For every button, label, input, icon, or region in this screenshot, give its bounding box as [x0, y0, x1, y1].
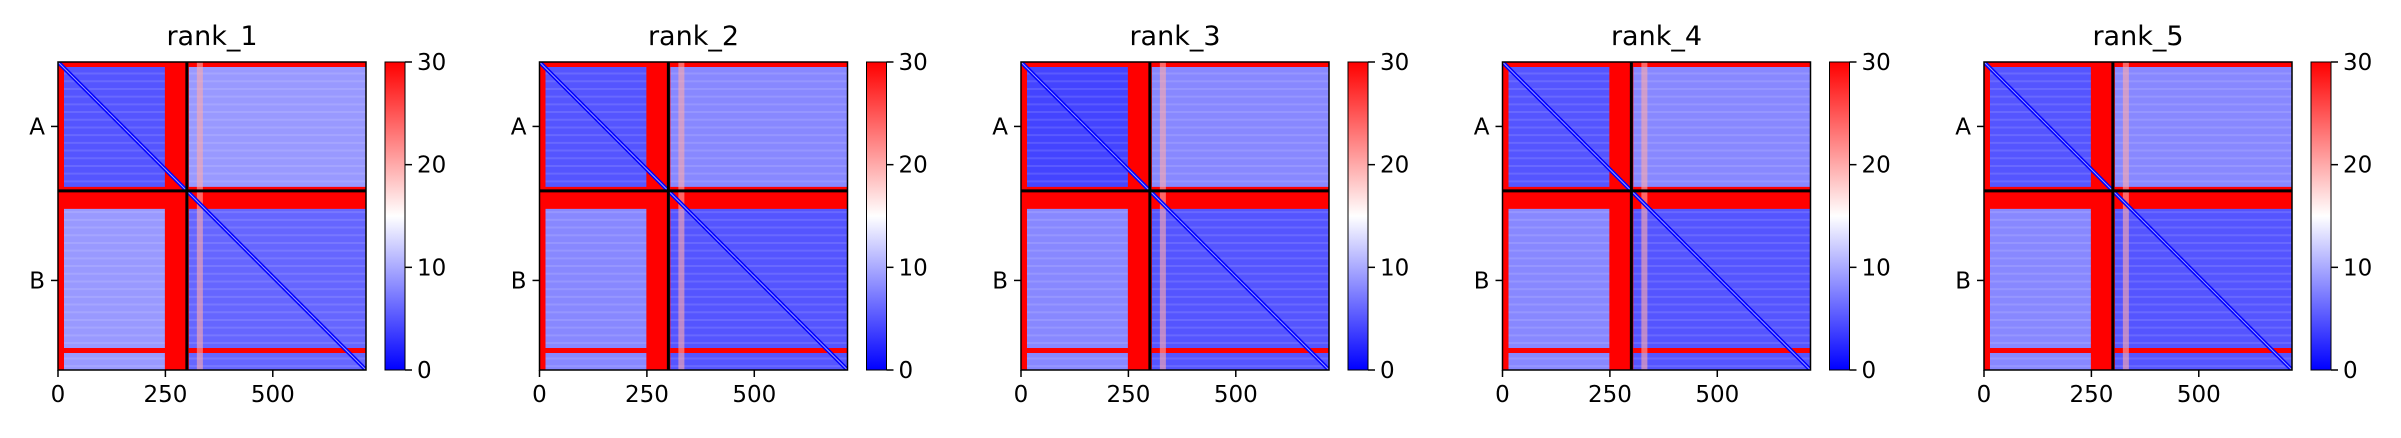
band-top-edge	[58, 62, 366, 67]
band-top-edge	[1021, 62, 1329, 67]
band-left-edge	[58, 62, 64, 370]
x-tick-label: 500	[1695, 382, 1739, 408]
band-top-edge	[539, 62, 848, 67]
colorbar-tick-label: 30	[899, 50, 928, 76]
heatmap-plot	[1502, 62, 1811, 370]
colorbar-tick-label: 10	[1862, 255, 1891, 281]
band-bottom-stripe	[58, 348, 366, 353]
colorbar-tick-label: 20	[2343, 153, 2372, 179]
band-vertical	[2090, 62, 2115, 370]
colorbar-tick-label: 10	[1380, 255, 1409, 281]
colorbar-tick-label: 0	[417, 358, 432, 384]
plot-frame	[57, 61, 367, 371]
heatmap-plot	[58, 62, 366, 370]
heatmap-plot	[1984, 62, 2292, 370]
heatmap-panel-1: rank_1 0 250 500 A B 0 10 20 30	[29, 21, 446, 408]
chain-label-B: B	[1955, 268, 1971, 294]
colorbar-tick-label: 30	[1380, 50, 1409, 76]
chain-label-B: B	[511, 268, 527, 294]
x-tick-label: 0	[1014, 382, 1029, 408]
colorbar	[1829, 61, 1850, 371]
block-A-B	[1149, 62, 1329, 191]
band-left-edge	[1984, 62, 1990, 370]
band-vertical	[1127, 62, 1152, 370]
plot-frame	[1501, 61, 1812, 371]
chain-label-A: A	[29, 114, 45, 140]
colorbar-tick-label: 30	[2343, 50, 2372, 76]
band-left-edge	[539, 62, 546, 370]
x-tick-label: 0	[532, 382, 547, 408]
x-tick-label: 500	[251, 382, 295, 408]
heatmap-panel-3: rank_3 0 250 500 A B 0 10 20 30	[992, 21, 1409, 408]
band-top-edge	[1502, 62, 1811, 67]
band-bottom-stripe	[539, 348, 848, 353]
colorbar-tick-label: 20	[417, 153, 446, 179]
band-left-edge	[1502, 62, 1509, 370]
colorbar-tick-label: 20	[1380, 153, 1409, 179]
band-bottom-stripe	[1021, 348, 1329, 353]
chain-label-A: A	[992, 114, 1008, 140]
chain-label-A: A	[511, 114, 527, 140]
heatmap-plot	[539, 62, 848, 370]
x-tick-label: 500	[2177, 382, 2221, 408]
heatmap-panel-2: rank_2 0 250 500 A B 0 10 20 30	[511, 21, 928, 408]
chain-label-B: B	[29, 268, 45, 294]
panel-title: rank_4	[1611, 21, 1702, 52]
colorbar-tick-label: 20	[1862, 153, 1891, 179]
x-tick-label: 0	[51, 382, 66, 408]
plot-frame	[1983, 61, 2293, 371]
colorbar-tick-label: 0	[1380, 358, 1395, 384]
panel-title: rank_3	[1129, 21, 1220, 52]
block-A-B	[668, 62, 848, 191]
colorbar-tick-label: 30	[1862, 50, 1891, 76]
colorbar-tick-label: 10	[899, 255, 928, 281]
panel-title: rank_2	[648, 21, 739, 52]
panel-title: rank_5	[2092, 21, 2183, 52]
x-tick-label: 250	[1106, 382, 1150, 408]
plot-frame	[538, 61, 849, 371]
chain-label-B: B	[1474, 268, 1490, 294]
colorbar	[1347, 61, 1369, 371]
heatmap-panel-4: rank_4 0 250 500 A B 0 10 20 30	[1474, 21, 1891, 408]
x-tick-label: 250	[1588, 382, 1632, 408]
x-tick-label: 250	[625, 382, 669, 408]
x-tick-label: 250	[2069, 382, 2113, 408]
colorbar	[384, 61, 406, 371]
colorbar-tick-label: 30	[417, 50, 446, 76]
x-tick-label: 250	[143, 382, 187, 408]
x-tick-label: 500	[1214, 382, 1258, 408]
colorbar	[866, 61, 887, 371]
block-A-B	[186, 62, 366, 191]
panel-title: rank_1	[166, 21, 257, 52]
colorbar-tick-label: 0	[899, 358, 914, 384]
band-vertical	[1609, 62, 1634, 370]
x-tick-label: 0	[1977, 382, 1992, 408]
colorbar-tick-label: 10	[2343, 255, 2372, 281]
colorbar-tick-label: 0	[2343, 358, 2358, 384]
block-A-B	[1631, 62, 1811, 191]
x-tick-label: 0	[1495, 382, 1510, 408]
colorbar-tick-label: 0	[1862, 358, 1877, 384]
band-top-edge	[1984, 62, 2292, 67]
colorbar-tick-label: 20	[899, 153, 928, 179]
colorbar-tick-label: 10	[417, 255, 446, 281]
x-tick-label: 500	[732, 382, 776, 408]
band-vertical	[164, 62, 189, 370]
chain-label-A: A	[1955, 114, 1971, 140]
band-left-edge	[1021, 62, 1027, 370]
band-bottom-stripe	[1984, 348, 2292, 353]
block-A-B	[2112, 62, 2292, 191]
colorbar	[2310, 61, 2332, 371]
chain-label-A: A	[1474, 114, 1490, 140]
plot-frame	[1020, 61, 1330, 371]
heatmap-plot	[1021, 62, 1329, 370]
band-bottom-stripe	[1502, 348, 1811, 353]
chain-label-B: B	[992, 268, 1008, 294]
band-vertical	[646, 62, 671, 370]
heatmap-panel-5: rank_5 0 250 500 A B 0 10 20 30	[1955, 21, 2372, 408]
